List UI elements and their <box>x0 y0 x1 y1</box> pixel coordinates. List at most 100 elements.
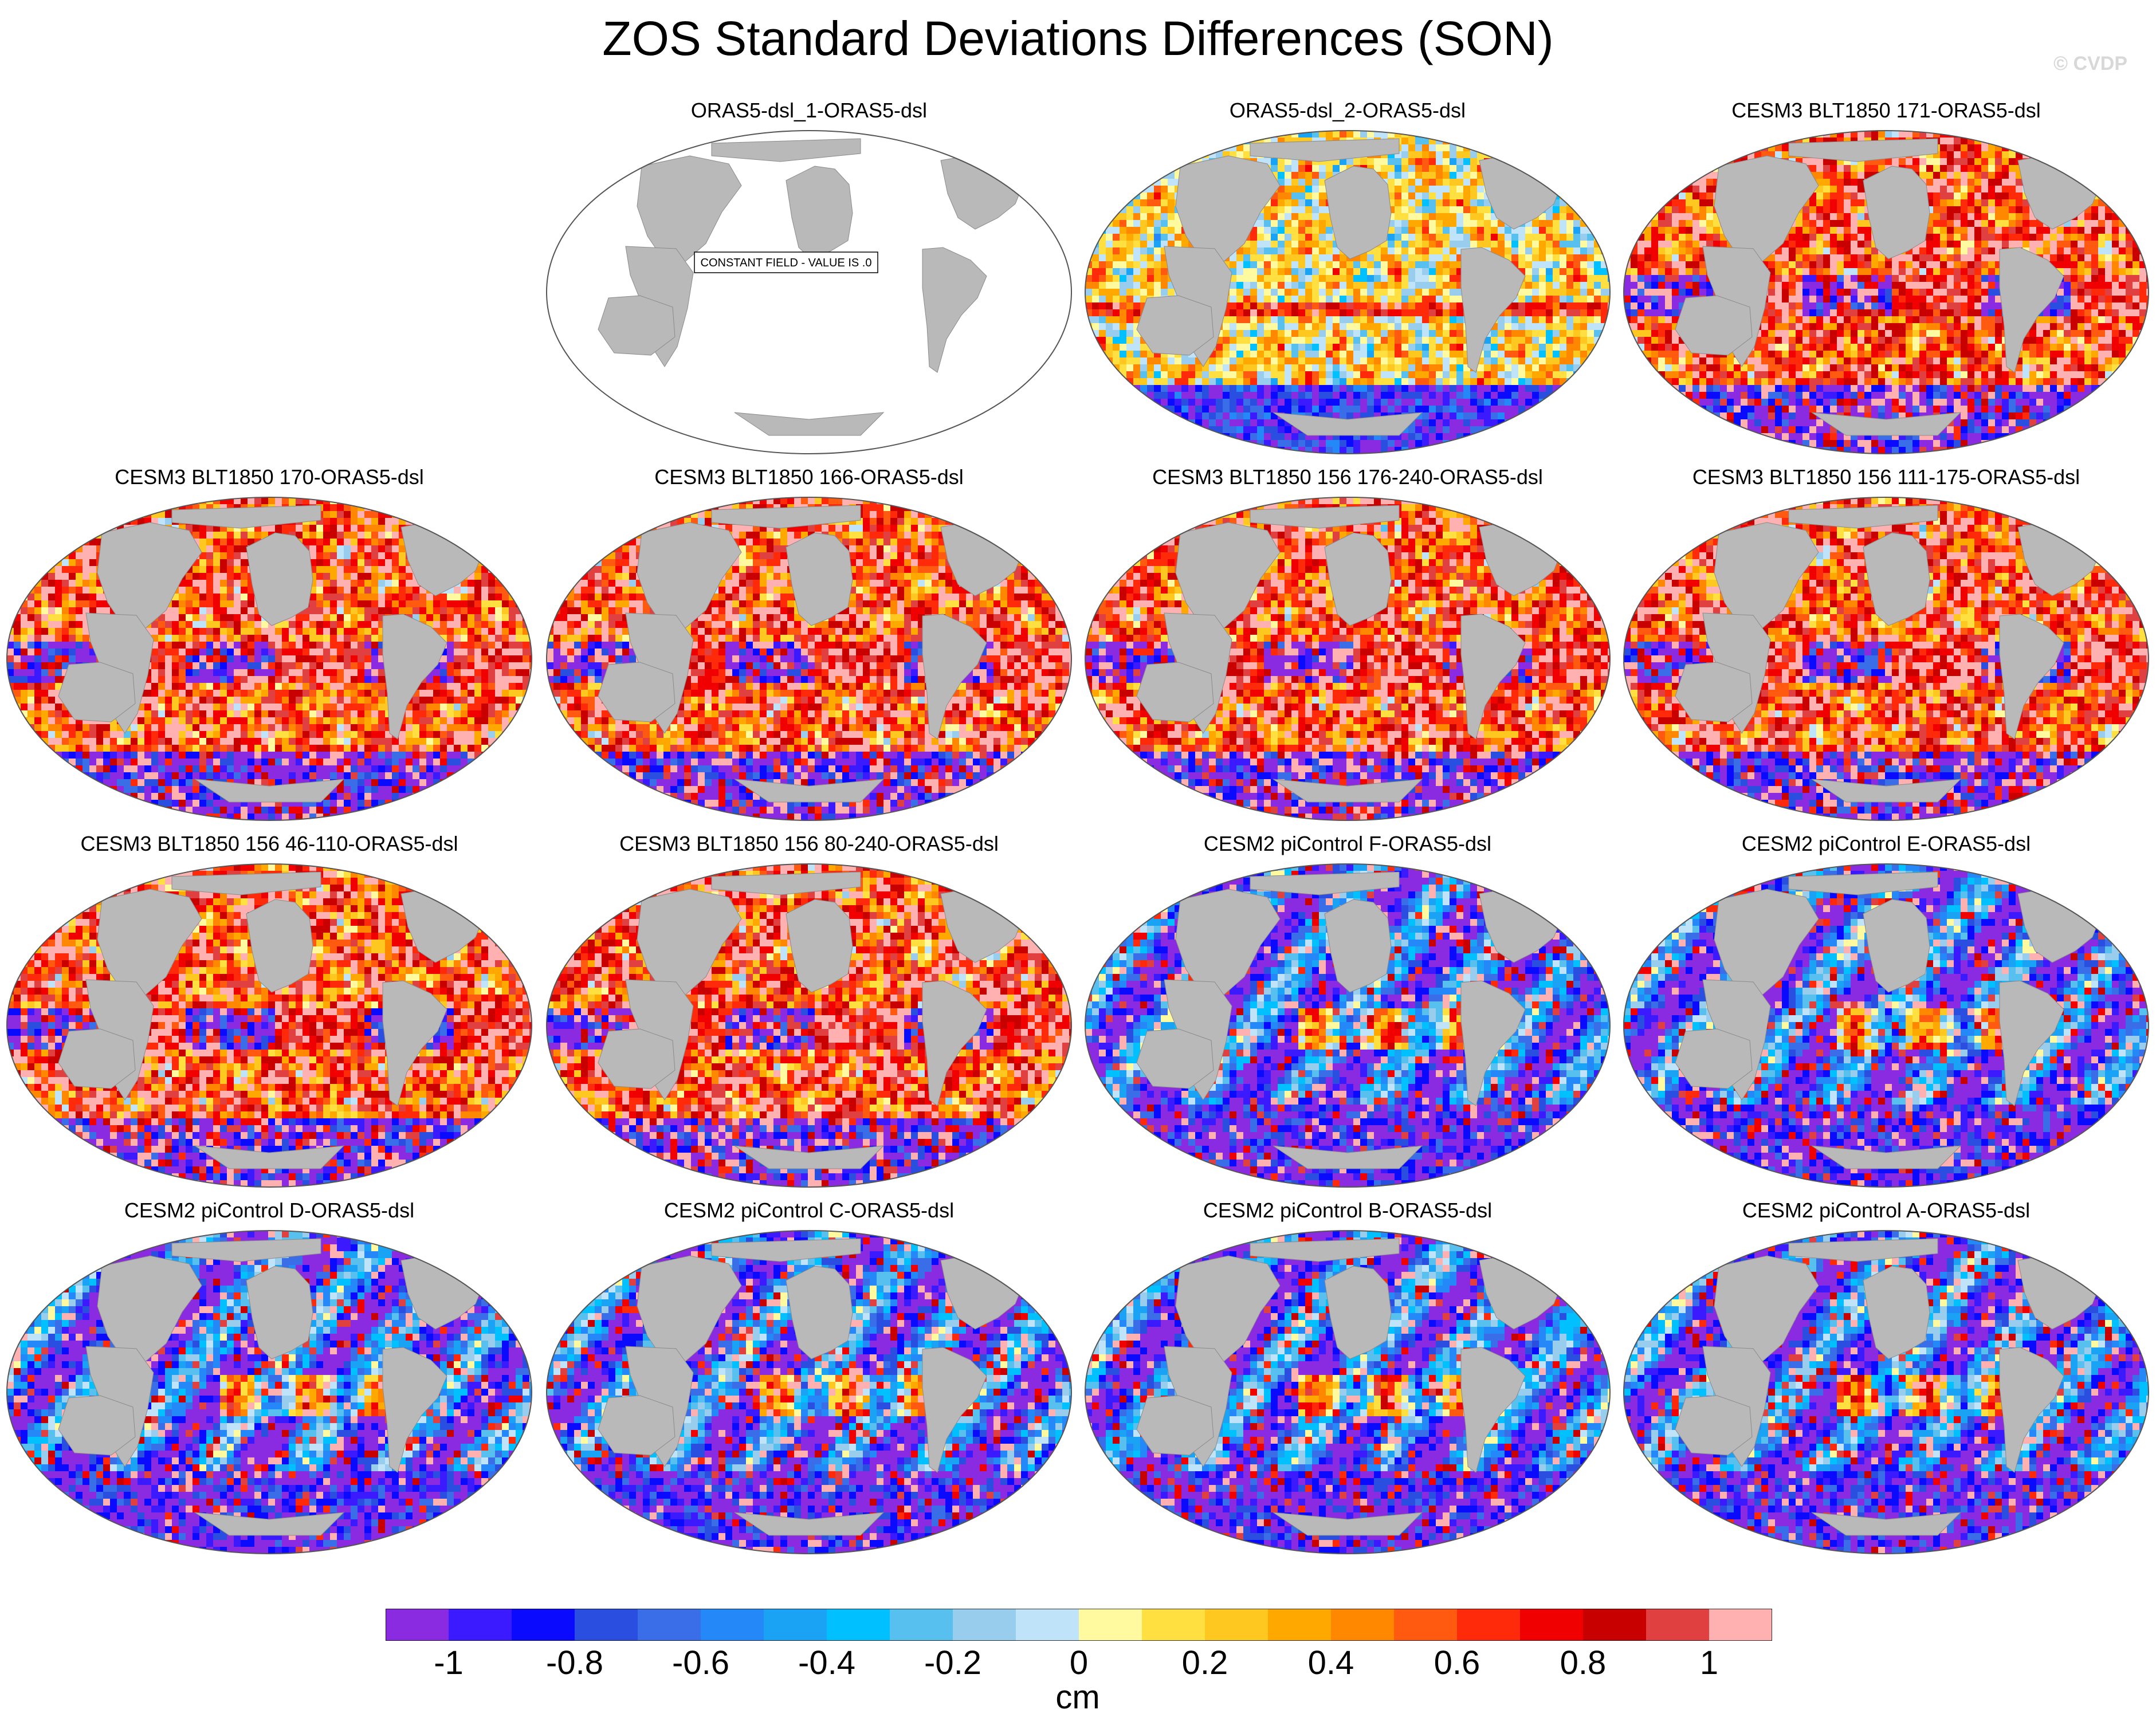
map-panel: CESM3 BLT1850 170-ORAS5-dsl <box>0 464 539 831</box>
copyright-label: © CVDP <box>2053 53 2127 75</box>
panel-title: CESM3 BLT1850 156 176-240-ORAS5-dsl <box>1078 464 1617 490</box>
land-mass <box>171 871 321 895</box>
land-mass <box>1999 1347 2064 1473</box>
panel-title: CESM2 piControl C-ORAS5-dsl <box>540 1197 1078 1224</box>
panel-title: CESM3 BLT1850 166-ORAS5-dsl <box>540 464 1078 490</box>
land-mass <box>1136 295 1214 356</box>
land-mass <box>1250 138 1400 162</box>
land-mass <box>1250 505 1400 529</box>
map-panel: CESM2 piControl B-ORAS5-dsl <box>1078 1197 1617 1564</box>
world-map: CONSTANT FIELD - VALUE IS .0 <box>546 130 1072 454</box>
land-mass <box>1863 532 1930 626</box>
land-mass <box>1714 1255 1819 1364</box>
land-mass <box>1175 889 1281 997</box>
land-mass <box>711 505 861 529</box>
colorbar-swatch <box>1520 1609 1584 1641</box>
colorbar-units: cm <box>1055 1677 1099 1718</box>
map-panel: CESM3 BLT1850 156 46-110-ORAS5-dsl <box>0 831 539 1197</box>
land-mass <box>598 1028 676 1089</box>
land-mass <box>1273 779 1423 803</box>
land-mass <box>637 889 742 997</box>
world-map <box>546 863 1072 1188</box>
land-mass <box>637 522 742 631</box>
land-mass <box>734 1145 885 1169</box>
colorbar-swatch <box>1016 1609 1079 1641</box>
panel-title: CESM3 BLT1850 156 46-110-ORAS5-dsl <box>0 831 539 857</box>
land-mass <box>1175 1255 1281 1364</box>
land-mass <box>382 614 447 740</box>
panel-title: CESM3 BLT1850 170-ORAS5-dsl <box>0 464 539 490</box>
world-map <box>1623 863 2149 1188</box>
land-mass <box>1999 247 2064 373</box>
land-mass <box>711 871 861 895</box>
land-mass <box>598 1395 676 1456</box>
land-mass <box>1460 247 1526 373</box>
panel-title: CESM3 BLT1850 156 80-240-ORAS5-dsl <box>540 831 1078 857</box>
land-mass <box>194 1145 345 1169</box>
world-map <box>6 1230 532 1554</box>
panel-title: CESM3 BLT1850 156 111-175-ORAS5-dsl <box>1617 464 2155 490</box>
land-mass <box>1811 412 1962 436</box>
annotation-box <box>694 252 878 273</box>
land-mass <box>1136 662 1214 722</box>
colorbar-swatch <box>764 1609 827 1641</box>
land-mass <box>711 138 861 162</box>
world-map <box>1623 1230 2149 1554</box>
land-mass <box>922 614 987 740</box>
panel-title: CESM2 piControl F-ORAS5-dsl <box>1078 831 1617 857</box>
land-mass <box>1999 614 2064 740</box>
world-map <box>1085 863 1611 1188</box>
map-panel: CESM3 BLT1850 166-ORAS5-dsl <box>540 464 1078 831</box>
land-mass <box>786 899 853 993</box>
land-mass <box>1863 1266 1930 1359</box>
land-mass <box>97 1255 202 1364</box>
colorbar-swatch <box>449 1609 512 1641</box>
land-mass <box>382 1347 447 1473</box>
land-mass <box>58 1395 136 1456</box>
land-mass <box>171 505 321 529</box>
colorbar-swatch <box>1394 1609 1458 1641</box>
land-mass <box>1714 889 1819 997</box>
land-mass <box>1136 1395 1214 1456</box>
colorbar-swatch <box>575 1609 638 1641</box>
world-map <box>1085 1230 1611 1554</box>
land-mass <box>922 1347 987 1473</box>
map-panel: CESM3 BLT1850 156 111-175-ORAS5-dsl <box>1617 464 2155 831</box>
land-mass <box>1175 155 1281 264</box>
land-mass <box>1460 614 1526 740</box>
world-map <box>6 497 532 821</box>
land-mass <box>1136 1028 1214 1089</box>
land-mass <box>1324 532 1392 626</box>
empty-panel-slot <box>0 97 539 464</box>
panel-title: ORAS5-dsl_1-ORAS5-dsl <box>540 97 1078 124</box>
land-mass <box>1460 980 1526 1106</box>
land-mass <box>1324 899 1392 993</box>
panel-title: ORAS5-dsl_2-ORAS5-dsl <box>1078 97 1617 124</box>
map-panel: CESM2 piControl F-ORAS5-dsl <box>1078 831 1617 1197</box>
land-mass <box>734 1512 885 1536</box>
colorbar-swatch <box>890 1609 953 1641</box>
world-map <box>546 497 1072 821</box>
land-mass <box>246 1266 313 1359</box>
land-mass <box>1250 1238 1400 1262</box>
land-mass <box>1273 412 1423 436</box>
land-mass <box>1460 1347 1526 1473</box>
colorbar-swatch <box>953 1609 1016 1641</box>
land-mass <box>1999 980 2064 1106</box>
land-mass <box>1273 1145 1423 1169</box>
world-map <box>1623 130 2149 454</box>
colorbar-swatch <box>1142 1609 1205 1641</box>
land-mass <box>1675 662 1753 722</box>
panel-title: CESM2 piControl D-ORAS5-dsl <box>0 1197 539 1224</box>
land-mass <box>786 532 853 626</box>
land-mass <box>1863 166 1930 260</box>
world-map <box>546 1230 1072 1554</box>
land-mass <box>786 166 853 260</box>
colorbar-tick-label: -0.6 <box>672 1643 729 1683</box>
land-mass <box>598 295 676 356</box>
colorbar-swatch <box>1646 1609 1710 1641</box>
world-map <box>1085 130 1611 454</box>
colorbar-swatch <box>386 1609 449 1641</box>
colorbar-swatch <box>827 1609 890 1641</box>
map-panel: ORAS5-dsl_2-ORAS5-dsl <box>1078 97 1617 464</box>
